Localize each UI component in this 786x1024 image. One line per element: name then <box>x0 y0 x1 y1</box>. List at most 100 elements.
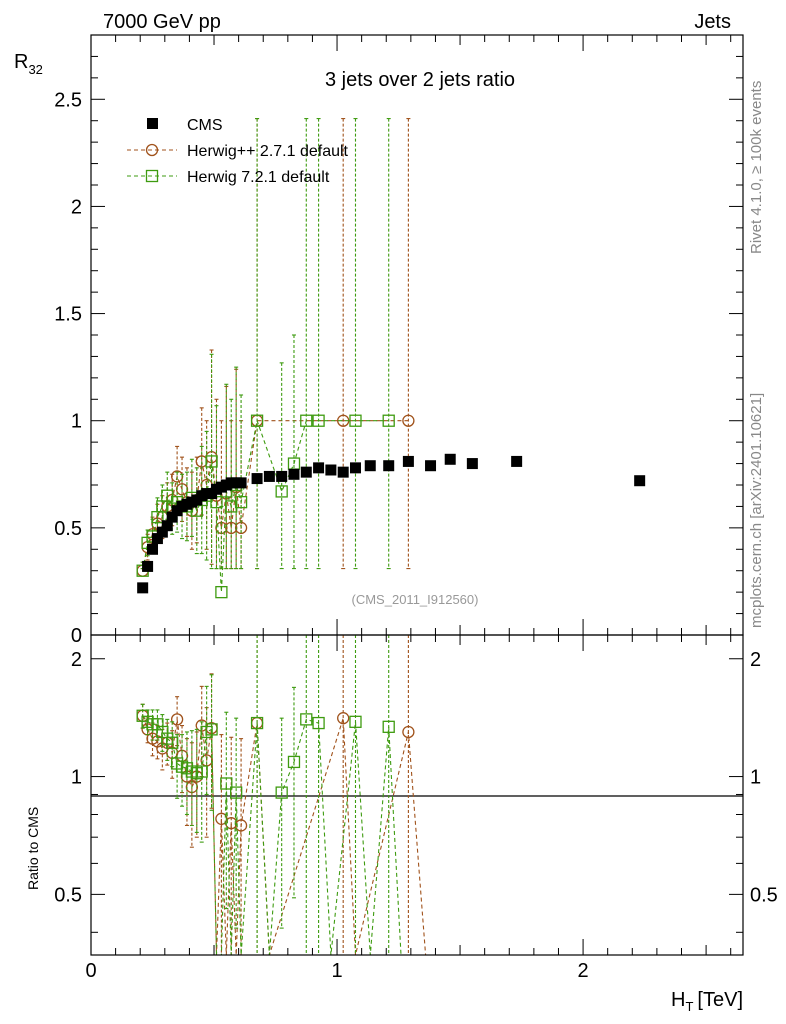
ratio-point-herwig7 <box>300 713 313 726</box>
main-point-cms <box>142 560 154 572</box>
ratio-point-herwigpp <box>234 819 248 832</box>
ratio-axis-ticks: 0.5 0.5 1 1 2 2 0 1 2 <box>54 635 778 982</box>
ratio-y-tick-label: 0.5 <box>54 884 82 906</box>
legend-label-cms: CMS <box>187 117 223 134</box>
main-point-cms <box>147 543 159 555</box>
ratio-y-tick-label-right: 1 <box>750 767 761 789</box>
ratio-point-herwigpp <box>170 713 184 726</box>
rivet-info: Rivet 4.1.0, ≥ 100k events <box>748 81 765 254</box>
ratio-point-herwig7 <box>275 786 288 799</box>
y-tick-label: 0 <box>71 625 82 647</box>
main-point-herwig7 <box>215 585 228 599</box>
main-point-cms <box>402 455 414 467</box>
main-point-cms <box>349 462 361 474</box>
ratio-point-herwigpp <box>215 812 228 825</box>
header-energy: 7000 GeV pp <box>103 11 221 33</box>
ratio-y-tick-label: 1 <box>71 767 82 789</box>
main-point-cms <box>383 460 395 472</box>
main-point-cms <box>235 477 247 489</box>
ratio-point-herwig7 <box>349 715 362 728</box>
legend-item-herwig7: Herwig 7.2.1 default <box>127 169 330 186</box>
legend-item-cms: CMS <box>147 117 223 134</box>
main-point-herwig7 <box>312 414 325 427</box>
ratio-point-herwigpp <box>402 725 415 739</box>
main-point-herwig7 <box>349 414 362 427</box>
main-point-herwigpp <box>170 470 184 483</box>
main-point-cms <box>337 466 349 478</box>
chart-title: 3 jets over 2 jets ratio <box>325 69 515 91</box>
ratio-point-herwig7 <box>230 786 243 799</box>
x-axis-label: HT [TeV] <box>671 989 743 1014</box>
ratio-point-herwig7 <box>220 777 233 790</box>
main-point-cms <box>364 460 376 472</box>
ratio-point-herwig7 <box>382 720 395 733</box>
main-axis-ticks: 0 0.5 1 1.5 2 2.5 <box>54 35 743 647</box>
main-point-cms <box>166 511 178 523</box>
main-point-cms <box>300 466 312 478</box>
y-tick-label: 2 <box>71 196 82 218</box>
x-tick-label: 0 <box>85 960 96 982</box>
y-tick-label: 1.5 <box>54 304 82 326</box>
header-process: Jets <box>694 11 731 33</box>
ratio-y-tick-label: 2 <box>71 649 82 671</box>
legend-label-herwig7: Herwig 7.2.1 default <box>187 169 330 186</box>
y-tick-label: 0.5 <box>54 518 82 540</box>
ratio-point-herwigpp <box>337 712 350 725</box>
main-point-cms <box>325 464 337 476</box>
main-point-herwig7 <box>225 500 238 513</box>
legend-marker-herwigpp <box>145 143 159 157</box>
main-point-herwigpp <box>402 414 415 427</box>
main-panel: 3 jets over 2 jets ratio (CMS_2011_I9125… <box>14 34 744 647</box>
ratio-point-herwig7 <box>166 736 179 749</box>
main-point-cms <box>156 526 168 538</box>
ratio-y-tick-label-right: 0.5 <box>750 884 778 906</box>
mcplots-info: mcplots.cern.ch [arXiv:2401.10621] <box>748 393 765 628</box>
ratio-line-herwig7 <box>142 715 402 956</box>
main-point-herwig7 <box>300 414 313 427</box>
analysis-watermark: (CMS_2011_I912560) <box>352 592 479 607</box>
y-tick-label: 2.5 <box>54 89 82 111</box>
main-point-herwig7 <box>250 414 264 427</box>
ratio-y-tick-label-right: 2 <box>750 649 761 671</box>
main-point-cms <box>161 520 173 532</box>
y-tick-label: 1 <box>71 411 82 433</box>
main-point-cms <box>425 460 437 472</box>
ratio-point-herwig7 <box>312 716 325 730</box>
legend-marker-cms <box>147 118 158 129</box>
main-point-herwig7 <box>275 485 288 498</box>
main-point-cms <box>466 458 478 470</box>
main-point-herwig7 <box>234 495 248 509</box>
main-point-herwig7 <box>161 489 174 502</box>
x-tick-label: 1 <box>331 960 342 982</box>
main-line-herwigpp <box>142 420 409 571</box>
ratio-point-herwig7 <box>205 723 218 736</box>
ratio-panel: 0.5 0.5 1 1 2 2 0 1 2 Ratio to CMS HT [TeV] <box>25 634 778 1014</box>
x-tick-label: 2 <box>578 960 589 982</box>
ratio-point-herwig7 <box>250 716 264 730</box>
main-point-cms <box>251 473 263 485</box>
main-point-cms <box>634 475 646 487</box>
main-point-cms <box>276 470 288 482</box>
ratio-point-herwig7 <box>287 755 301 769</box>
legend: CMS Herwig++ 2.7.1 default Herwig 7.2.1 … <box>127 117 349 186</box>
main-point-cms <box>137 582 149 594</box>
ratio-y-axis-label: Ratio to CMS <box>25 807 41 890</box>
ratio-frame <box>90 634 744 956</box>
main-data <box>136 118 646 599</box>
main-point-cms <box>263 470 275 482</box>
ratio-data <box>136 635 427 956</box>
y-axis-label: R32 <box>14 51 43 77</box>
ratio-point-herwig7 <box>195 765 208 778</box>
main-point-cms <box>313 462 325 474</box>
main-point-cms <box>288 468 300 480</box>
legend-marker-herwig7 <box>145 169 159 183</box>
main-point-herwigpp <box>225 521 238 535</box>
legend-item-herwigpp: Herwig++ 2.7.1 default <box>127 143 349 160</box>
main-point-herwig7 <box>382 414 395 427</box>
main-point-cms <box>444 453 456 465</box>
main-point-cms <box>151 533 163 545</box>
main-point-cms <box>511 455 523 467</box>
legend-label-herwigpp: Herwig++ 2.7.1 default <box>187 143 349 160</box>
main-point-herwig7 <box>205 455 218 468</box>
